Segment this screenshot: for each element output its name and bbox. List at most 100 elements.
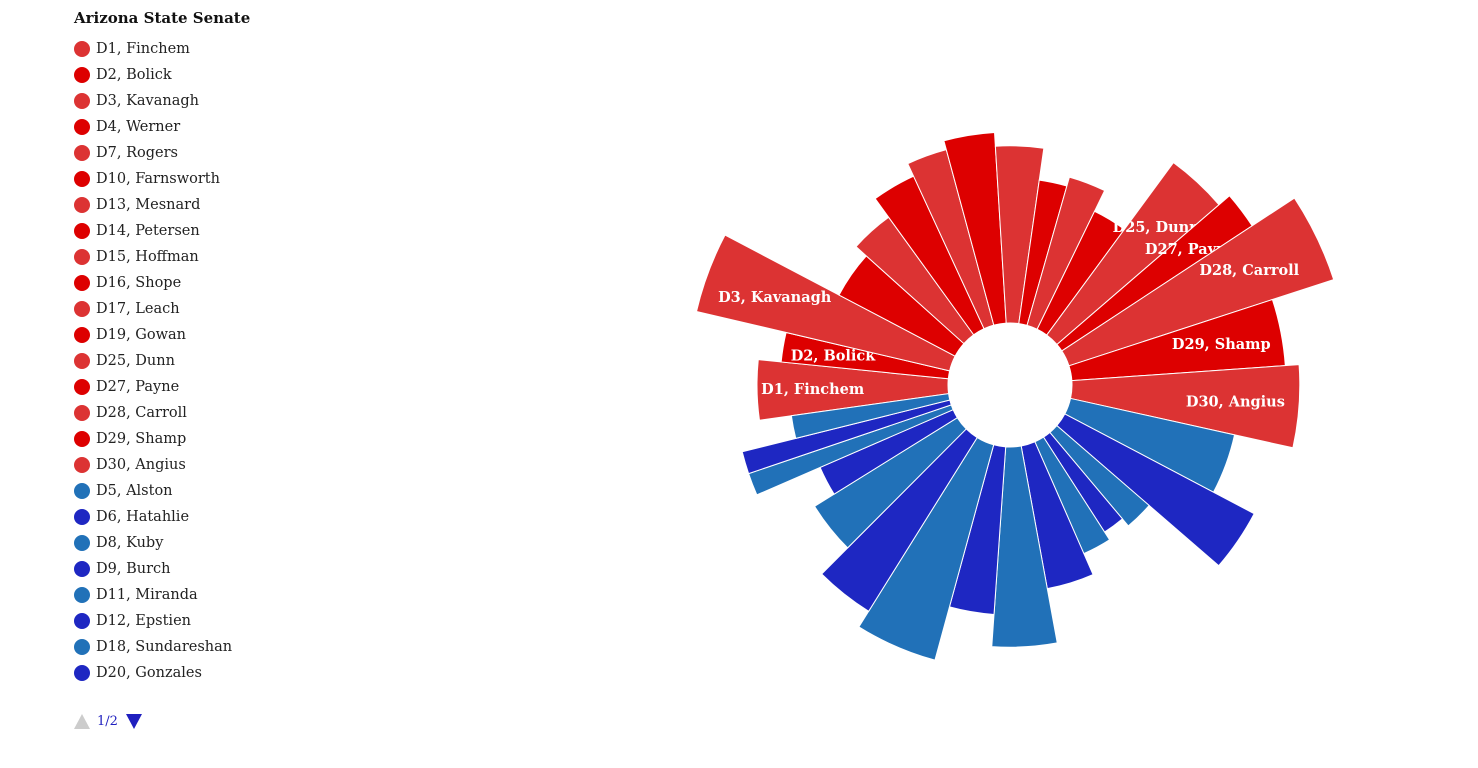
legend-item[interactable]: D11, Miranda [74, 582, 374, 608]
legend-item[interactable]: D8, Kuby [74, 530, 374, 556]
legend-label: D25, Dunn [96, 353, 175, 369]
legend-item[interactable]: D25, Dunn [74, 348, 374, 374]
donut-slice[interactable] [790, 393, 951, 440]
legend-item[interactable]: D13, Mesnard [74, 192, 374, 218]
legend-swatch-icon [74, 119, 90, 135]
donut-slice[interactable] [741, 399, 952, 475]
legend-item[interactable]: D3, Kavanagh [74, 88, 374, 114]
legend-label: D28, Carroll [96, 405, 187, 421]
legend-item[interactable]: D5, Alston [74, 478, 374, 504]
legend-item[interactable]: D19, Gowan [74, 322, 374, 348]
donut-slice[interactable] [1069, 364, 1301, 449]
legend-swatch-icon [74, 639, 90, 655]
legend-item[interactable]: D16, Shope [74, 270, 374, 296]
legend-swatch-icon [74, 561, 90, 577]
legend-swatch-icon [74, 275, 90, 291]
donut-slice[interactable] [994, 145, 1045, 325]
legend-label: D27, Payne [96, 379, 180, 395]
legend-item[interactable]: D15, Hoffman [74, 244, 374, 270]
legend-label: D10, Farnsworth [96, 171, 220, 187]
legend-label: D1, Finchem [96, 41, 190, 57]
legend-label: D9, Burch [96, 561, 171, 577]
slice-label: D30, Angius [1186, 394, 1285, 411]
legend-swatch-icon [74, 353, 90, 369]
legend-label: D13, Mesnard [96, 197, 201, 213]
legend-item[interactable]: D27, Payne [74, 374, 374, 400]
legend-label: D17, Leach [96, 301, 180, 317]
legend-item[interactable]: D2, Bolick [74, 62, 374, 88]
legend-item[interactable]: D6, Hatahlie [74, 504, 374, 530]
legend-item[interactable]: D12, Epstien [74, 608, 374, 634]
legend-label: D11, Miranda [96, 587, 198, 603]
legend-label: D4, Werner [96, 119, 181, 135]
legend-item[interactable]: D20, Gonzales [74, 660, 374, 686]
legend-swatch-icon [74, 535, 90, 551]
legend-item[interactable]: D30, Angius [74, 452, 374, 478]
legend-label: D12, Epstien [96, 613, 191, 629]
legend-swatch-icon [74, 197, 90, 213]
legend-swatch-icon [74, 301, 90, 317]
donut-slice[interactable] [1056, 413, 1255, 567]
legend-label: D5, Alston [96, 483, 173, 499]
legend-label: D19, Gowan [96, 327, 187, 343]
slice-label: D25, Dunn [1113, 219, 1201, 236]
page-up-arrow-icon[interactable] [74, 713, 90, 729]
legend-swatch-icon [74, 509, 90, 525]
legend-swatch-icon [74, 41, 90, 57]
legend-label: D14, Petersen [96, 223, 200, 239]
legend-item[interactable]: D4, Werner [74, 114, 374, 140]
donut-slice[interactable] [1026, 176, 1106, 330]
slice-label: D29, Shamp [1172, 336, 1271, 353]
donut-center-hole [948, 323, 1072, 447]
legend-item[interactable]: D9, Burch [74, 556, 374, 582]
legend-item[interactable]: D1, Finchem [74, 36, 374, 62]
legend-label: D30, Angius [96, 457, 186, 473]
donut-slice[interactable] [858, 436, 995, 661]
page-down-arrow-icon[interactable] [125, 713, 142, 729]
legend-item[interactable]: D7, Rogers [74, 140, 374, 166]
pager-text: 1/2 [97, 713, 118, 729]
legend-swatch-icon [74, 405, 90, 421]
legend-swatch-icon [74, 171, 90, 187]
legend-swatch-icon [74, 67, 90, 83]
slice-label: D2, Bolick [791, 348, 877, 365]
legend-swatch-icon [74, 665, 90, 681]
donut-slice[interactable] [991, 445, 1058, 648]
legend-label: D6, Hatahlie [96, 509, 190, 525]
legend-swatch-icon [74, 483, 90, 499]
slice-label: D28, Carroll [1199, 262, 1299, 279]
donut-slice[interactable] [943, 131, 1007, 326]
legend: Arizona State Senate D1, Finchem D2, Boli… [74, 8, 374, 686]
legend-label: D8, Kuby [96, 535, 164, 551]
legend-swatch-icon [74, 587, 90, 603]
legend-item[interactable]: D18, Sundareshan [74, 634, 374, 660]
legend-label: D16, Shope [96, 275, 182, 291]
legend-label: D2, Bolick [96, 67, 172, 83]
legend-item[interactable]: D28, Carroll [74, 400, 374, 426]
legend-label: D7, Rogers [96, 145, 178, 161]
legend-label: D20, Gonzales [96, 665, 202, 681]
legend-swatch-icon [74, 223, 90, 239]
donut-slice[interactable] [695, 234, 956, 372]
legend-swatch-icon [74, 431, 90, 447]
legend-item[interactable]: D10, Farnsworth [74, 166, 374, 192]
legend-label: D15, Hoffman [96, 249, 199, 265]
donut-slice[interactable] [813, 417, 967, 549]
legend-swatch-icon [74, 249, 90, 265]
donut-slice[interactable] [1049, 424, 1150, 527]
legend-swatch-icon [74, 457, 90, 473]
legend-swatch-icon [74, 327, 90, 343]
legend-item[interactable]: D17, Leach [74, 296, 374, 322]
donut-slice[interactable] [1061, 197, 1335, 367]
legend-title: Arizona State Senate [74, 9, 251, 27]
legend-item[interactable]: D29, Shamp [74, 426, 374, 452]
legend-label: D29, Shamp [96, 431, 187, 447]
legend-swatch-icon [74, 145, 90, 161]
legend-item[interactable]: D14, Petersen [74, 218, 374, 244]
donut-slice[interactable] [820, 428, 978, 612]
legend-pager: 1/2 [74, 710, 142, 732]
donut-slice[interactable] [756, 359, 950, 421]
legend-swatch-icon [74, 93, 90, 109]
